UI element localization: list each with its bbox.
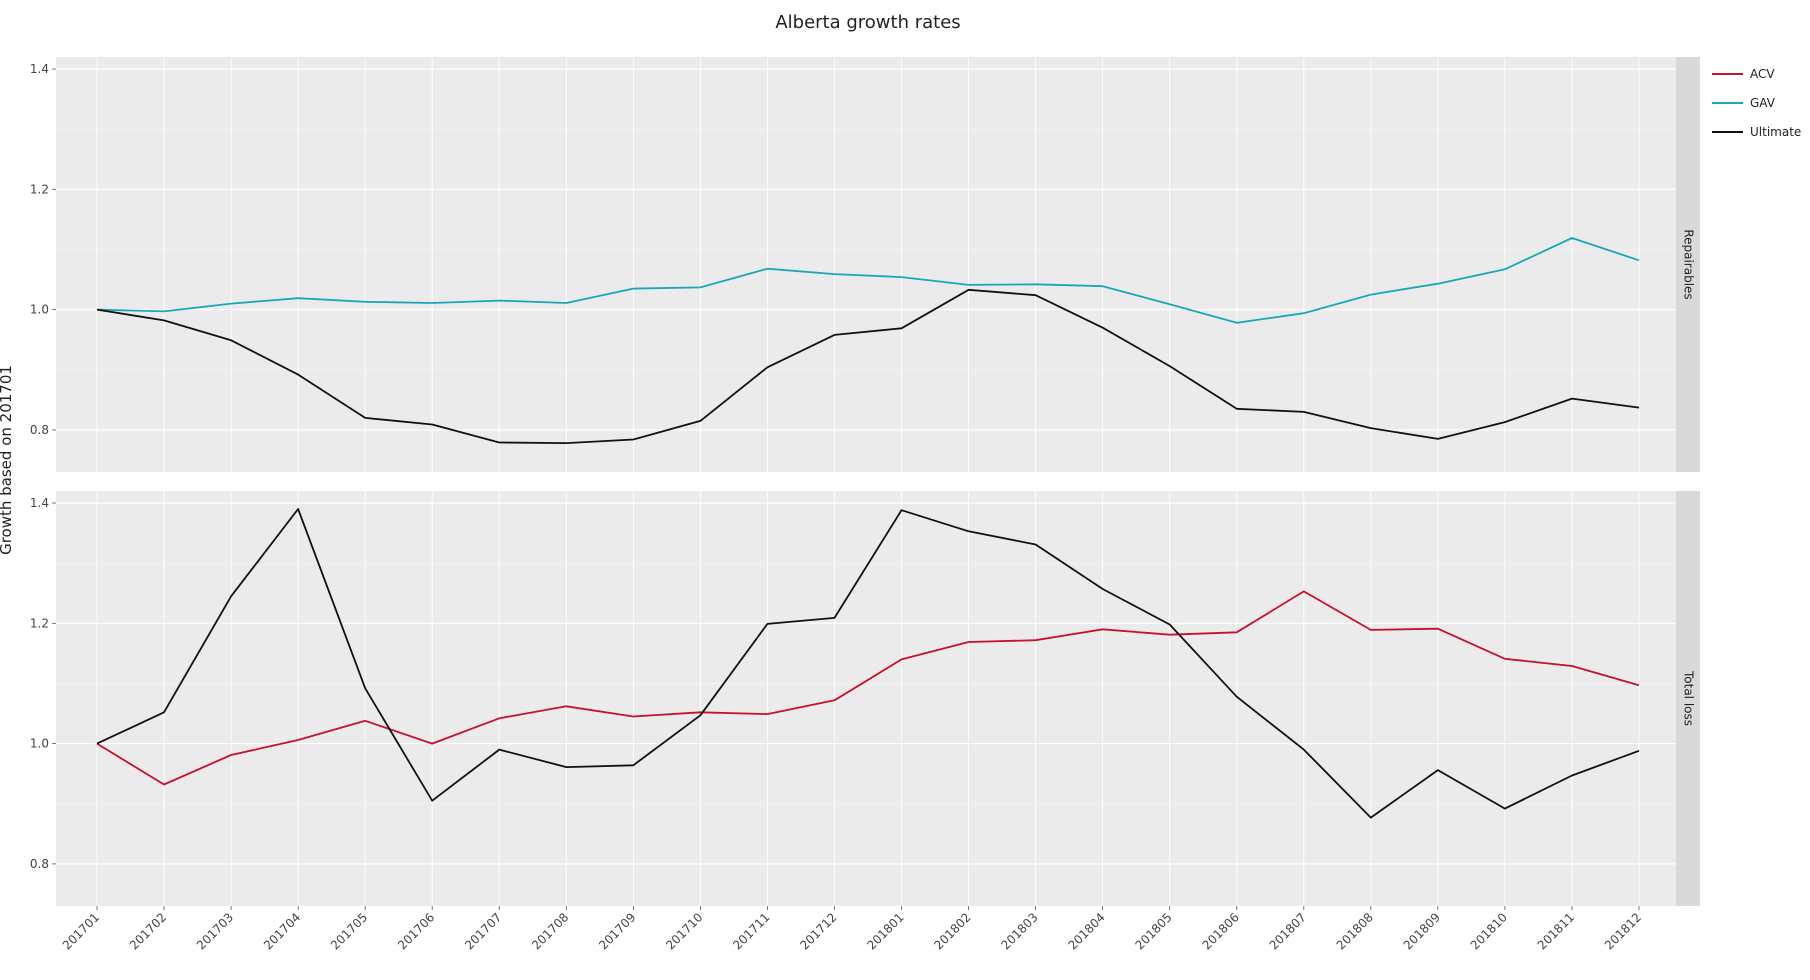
series-line-ultimate-repairables xyxy=(96,288,1640,445)
x-tick-label: 201810 xyxy=(1468,910,1510,952)
x-tick-label: 201703 xyxy=(194,910,236,952)
x-tick-label: 201801 xyxy=(864,910,906,952)
x-tick-label: 201712 xyxy=(797,910,839,952)
legend-label: ACV xyxy=(1750,67,1775,81)
chart-title: Alberta growth rates xyxy=(775,12,960,33)
x-tick-label: 201708 xyxy=(529,910,571,952)
y-tick-label: 1.4 xyxy=(30,62,49,76)
facet-strip-label: Total loss xyxy=(1682,670,1696,726)
facet-strip-label: Repairables xyxy=(1682,229,1696,299)
x-tick-label: 201711 xyxy=(730,910,772,952)
legend-label: Ultimate xyxy=(1750,125,1801,139)
y-tick-label: 0.8 xyxy=(30,423,49,437)
series-line-acv-total-loss xyxy=(96,590,1640,786)
x-tick-labels: 201701 201702 201703 201704 201705 201706 2017… xyxy=(60,906,1644,953)
x-tick-label: 201806 xyxy=(1200,910,1242,952)
x-tick-label: 201701 xyxy=(60,910,102,952)
x-tick-label: 201707 xyxy=(462,910,504,952)
legend-label: GAV xyxy=(1750,96,1776,110)
panel-repairables: 0.8 1.0 1.2 1.4 Repairables xyxy=(30,57,1700,472)
series-line-gav-repairables xyxy=(96,237,1640,324)
x-tick-label: 201804 xyxy=(1065,910,1107,952)
x-tick-label: 201702 xyxy=(127,910,169,952)
x-tick-label: 201705 xyxy=(328,910,370,952)
y-tick-label: 1.2 xyxy=(30,182,49,196)
panel-total-loss: 0.8 1.0 1.2 1.4 Total loss xyxy=(30,491,1700,906)
y-tick-label: 1.2 xyxy=(30,616,49,630)
legend-item-gav: GAV xyxy=(1712,96,1776,110)
x-tick-label: 201807 xyxy=(1267,910,1309,952)
facet-strip xyxy=(1676,491,1700,906)
x-tick-label: 201706 xyxy=(395,910,437,952)
x-tick-label: 201809 xyxy=(1401,910,1443,952)
x-tick-label: 201802 xyxy=(931,910,973,952)
x-tick-label: 201808 xyxy=(1334,910,1376,952)
y-axis-label: Growth based on 201701 xyxy=(0,365,15,555)
x-tick-label: 201704 xyxy=(261,910,303,952)
y-tick-label: 1.0 xyxy=(30,303,49,317)
y-tick-label: 1.0 xyxy=(30,737,49,751)
x-tick-label: 201709 xyxy=(596,910,638,952)
facet-strip xyxy=(1676,57,1700,472)
panels: 0.8 1.0 1.2 1.4 Repairables 0.8 1.0 1.2 1.4 Total… xyxy=(30,57,1700,906)
panel-background xyxy=(56,491,1676,906)
y-tick-label: 1.4 xyxy=(30,496,49,510)
legend: ACV GAV Ultimate xyxy=(1712,67,1801,139)
series-line-ultimate-total-loss xyxy=(96,508,1640,819)
x-tick-label: 201803 xyxy=(998,910,1040,952)
x-tick-label: 201811 xyxy=(1535,910,1577,952)
x-tick-label: 201812 xyxy=(1602,910,1644,952)
panel-background xyxy=(56,57,1676,472)
legend-item-acv: ACV xyxy=(1712,67,1775,81)
legend-item-ultimate: Ultimate xyxy=(1712,125,1801,139)
y-tick-label: 0.8 xyxy=(30,857,49,871)
x-tick-label: 201805 xyxy=(1133,910,1175,952)
x-tick-label: 201710 xyxy=(663,910,705,952)
